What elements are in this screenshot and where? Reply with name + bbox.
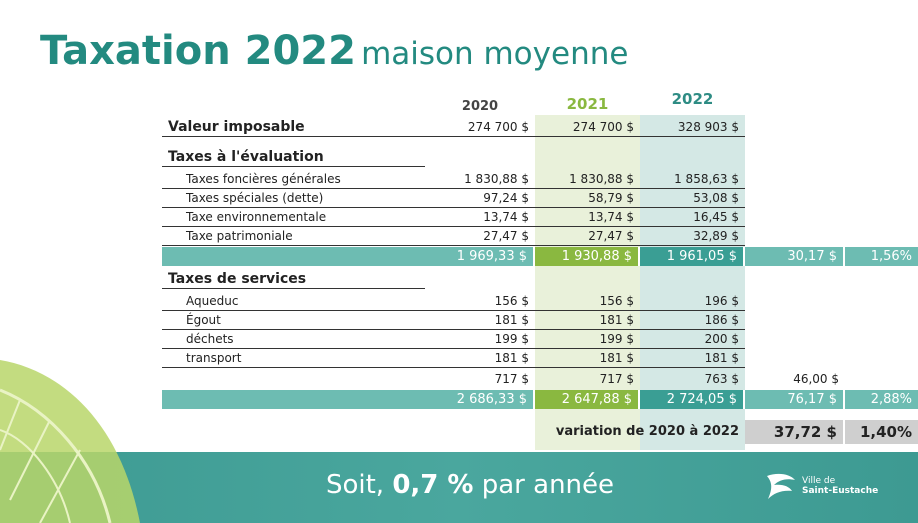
value-cell: 1 830,88 $ — [425, 170, 535, 189]
value-cell: 181 $ — [425, 349, 535, 368]
value-cell: 186 $ — [640, 311, 745, 330]
value-cell: 27,47 $ — [535, 227, 640, 246]
value-cell: 274 700 $ — [425, 118, 535, 137]
change-cell: 30,17 $ — [745, 247, 845, 266]
value-cell: 717 $ — [425, 370, 535, 389]
value-cell: 13,74 $ — [535, 208, 640, 227]
logo-line2: Saint-Eustache — [802, 486, 878, 496]
total-cell: 2 724,05 $ — [640, 390, 745, 409]
value-cell: 181 $ — [535, 311, 640, 330]
value-cell: 13,74 $ — [425, 208, 535, 227]
year-header: 2022 — [640, 90, 745, 109]
logo-text: Ville de Saint-Eustache — [802, 476, 878, 496]
total-cell: 1 961,05 $ — [640, 247, 745, 266]
value-cell: 181 $ — [425, 311, 535, 330]
value-cell: 27,47 $ — [425, 227, 535, 246]
total-cell: 2 647,88 $ — [535, 390, 640, 409]
change-cell: 76,17 $ — [745, 390, 845, 409]
item-label: Taxes spéciales (dette) — [162, 189, 425, 208]
value-cell: 328 903 $ — [640, 118, 745, 137]
footer-before: Soit, — [326, 470, 384, 500]
item-label: Aqueduc — [162, 292, 425, 311]
value-cell: 1 858,63 $ — [640, 170, 745, 189]
footer-emphasis: 0,7 % — [392, 470, 473, 500]
leaf-decoration — [0, 330, 150, 523]
value-cell: 199 $ — [535, 330, 640, 349]
logo-line1: Ville de — [802, 476, 878, 486]
value-cell: 16,45 $ — [640, 208, 745, 227]
slide: Taxation 2022 maison moyenne 20202021202… — [0, 0, 918, 523]
item-label: Égout — [162, 311, 425, 330]
total-cell: 1 930,88 $ — [535, 247, 640, 266]
footer-text: Soit, 0,7 % par année — [250, 470, 690, 500]
item-label: transport — [162, 349, 425, 368]
total-cell: 2 686,33 $ — [425, 390, 535, 409]
value-cell: 763 $ — [640, 370, 745, 389]
row-label: Valeur imposable — [162, 118, 425, 137]
value-cell: 181 $ — [535, 349, 640, 368]
value-cell: 717 $ — [535, 370, 640, 389]
year-header: 2020 — [425, 97, 535, 116]
year-header: 2021 — [535, 95, 640, 114]
value-cell: 274 700 $ — [535, 118, 640, 137]
value-cell: 32,89 $ — [640, 227, 745, 246]
variation-change: 37,72 $ — [745, 420, 845, 444]
value-cell: 181 $ — [640, 349, 745, 368]
pct-cell: 2,88% — [845, 390, 918, 409]
value-cell: 196 $ — [640, 292, 745, 311]
value-cell: 156 $ — [425, 292, 535, 311]
item-label: déchets — [162, 330, 425, 349]
total-label-bg — [162, 390, 425, 409]
logo-mark — [764, 468, 798, 502]
value-cell: 58,79 $ — [535, 189, 640, 208]
variation-pct: 1,40% — [845, 420, 918, 444]
pct-cell: 1,56% — [845, 247, 918, 266]
value-cell: 199 $ — [425, 330, 535, 349]
value-cell: 200 $ — [640, 330, 745, 349]
footer-after: par année — [482, 470, 614, 500]
total-label-bg — [162, 247, 425, 266]
value-cell: 97,24 $ — [425, 189, 535, 208]
item-label: Taxes foncières générales — [162, 170, 425, 189]
section-title: Taxes de services — [162, 270, 425, 289]
value-cell: 53,08 $ — [640, 189, 745, 208]
section-title: Taxes à l'évaluation — [162, 148, 425, 167]
value-cell: 1 830,88 $ — [535, 170, 640, 189]
variation-label: variation de 2020 à 2022 — [425, 420, 745, 444]
item-label: Taxe environnementale — [162, 208, 425, 227]
subtotal-change: 46,00 $ — [745, 370, 845, 389]
value-cell: 156 $ — [535, 292, 640, 311]
item-label: Taxe patrimoniale — [162, 227, 425, 246]
total-cell: 1 969,33 $ — [425, 247, 535, 266]
